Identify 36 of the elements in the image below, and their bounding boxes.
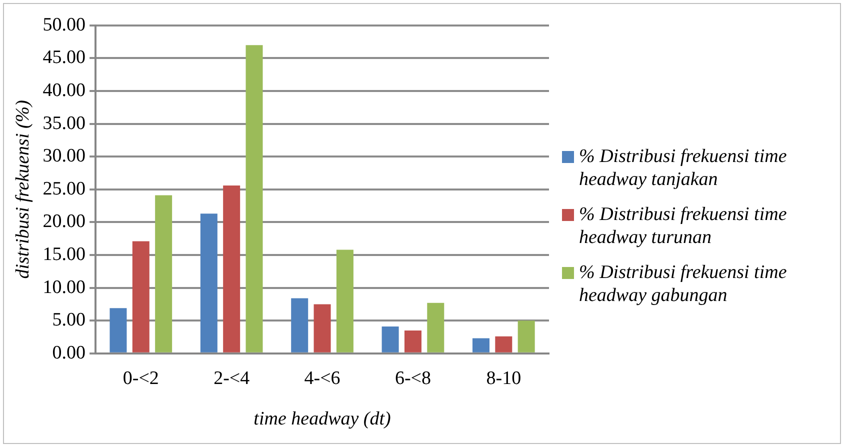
bar xyxy=(404,330,422,352)
bar xyxy=(132,241,150,352)
y-tick-label: 45.00 xyxy=(42,47,86,68)
x-tick-label: 2-<4 xyxy=(214,368,250,389)
bar xyxy=(336,250,354,352)
bar xyxy=(495,336,512,352)
bar xyxy=(314,304,331,352)
legend-label: % Distribusi frekuensi time headway gabungan xyxy=(579,261,788,307)
legend-label: % Distribusi frekuensi time headway turunan xyxy=(579,203,788,249)
bar xyxy=(518,320,535,352)
y-tick-label: 50.00 xyxy=(42,14,86,36)
y-tick-label: 15.00 xyxy=(42,244,86,265)
bar xyxy=(155,195,172,352)
legend-label: % Distribusi frekuensi time headway tanjakan xyxy=(579,145,788,191)
x-tick-label: 8-10 xyxy=(486,368,522,389)
y-tick-label: 5.00 xyxy=(52,310,86,331)
y-tick-label: 40.00 xyxy=(42,80,86,101)
x-tick-label: 4-<6 xyxy=(304,368,340,389)
bar xyxy=(427,302,444,352)
bar xyxy=(246,45,263,352)
bar xyxy=(291,298,308,352)
bar xyxy=(472,338,490,352)
y-tick-label: 25.00 xyxy=(42,178,86,200)
bar xyxy=(200,214,218,352)
y-tick-label: 10.00 xyxy=(42,276,86,298)
y-tick-label: 30.00 xyxy=(42,146,86,167)
bar xyxy=(382,326,399,352)
x-tick-label: 6-<8 xyxy=(394,368,431,389)
y-tick-label: 35.00 xyxy=(42,112,86,134)
x-tick-label: 0-<2 xyxy=(122,368,159,389)
y-tick-label: 0.00 xyxy=(52,342,86,364)
y-axis-title: distribusi frekuensi (%) xyxy=(12,100,34,279)
bar xyxy=(223,185,240,352)
bar xyxy=(110,308,127,352)
x-axis-title: time headway (dt) xyxy=(254,408,391,430)
y-tick-label: 20.00 xyxy=(42,211,86,232)
